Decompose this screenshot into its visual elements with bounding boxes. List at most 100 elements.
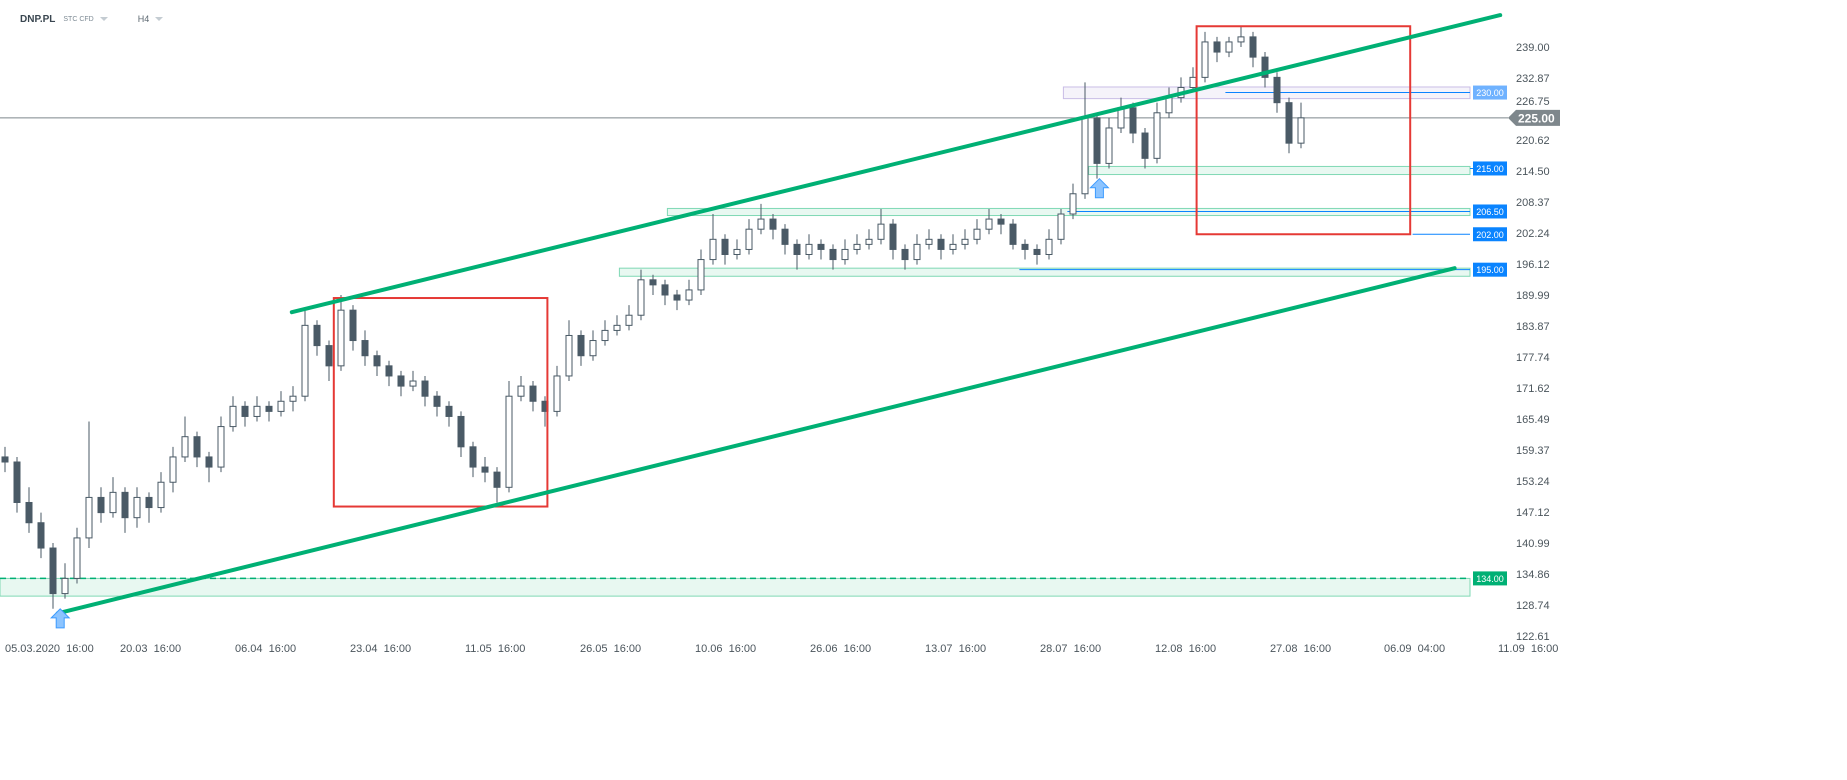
candle	[805, 243, 813, 256]
candle	[85, 496, 93, 539]
candle	[673, 294, 681, 301]
candle	[529, 385, 537, 402]
level-label: 206.50	[1476, 207, 1504, 217]
x-tick-label: 12.08 16:00	[1155, 643, 1216, 655]
candle	[409, 380, 417, 387]
candle	[313, 324, 321, 347]
candle	[1057, 213, 1065, 240]
candle	[1141, 132, 1149, 159]
x-tick-label: 26.05 16:00	[580, 643, 641, 655]
candle	[373, 355, 381, 367]
y-tick-label: 159.37	[1516, 445, 1550, 457]
level-zone-206.50[interactable]	[666, 207, 1471, 217]
level-label-box[interactable]	[1473, 262, 1507, 277]
candle	[793, 243, 801, 256]
level-label-box[interactable]	[1473, 204, 1507, 219]
candle	[757, 218, 765, 230]
candle	[457, 415, 465, 448]
candle	[517, 385, 525, 397]
candle	[145, 496, 153, 509]
candle	[1189, 76, 1197, 88]
x-tick-label: 26.06 16:00	[810, 643, 871, 655]
candle	[829, 248, 837, 261]
timeframe-selector[interactable]: H4	[137, 14, 150, 24]
candle	[1273, 76, 1281, 104]
candle	[325, 345, 333, 367]
level-zone-215.00[interactable]	[1088, 165, 1471, 176]
candle	[193, 436, 201, 458]
candle	[661, 284, 669, 296]
candle	[1297, 117, 1305, 144]
candle	[97, 496, 105, 514]
y-tick-label: 171.62	[1516, 383, 1550, 395]
candle	[589, 340, 597, 357]
candle	[769, 218, 777, 230]
candle	[469, 446, 477, 468]
candle	[277, 400, 285, 412]
y-tick-label: 208.37	[1516, 197, 1550, 209]
trendline[interactable]	[289, 13, 1503, 315]
candle	[901, 248, 909, 261]
x-tick-label: 11.09 16:00	[1498, 643, 1558, 655]
candle	[121, 491, 129, 519]
x-tick-label: 27.08 16:00	[1270, 643, 1331, 655]
candle	[685, 289, 693, 301]
arrow-up-icon	[49, 608, 71, 629]
level-label-box[interactable]	[1473, 85, 1507, 100]
trendline[interactable]	[55, 266, 1457, 616]
x-tick-label: 11.05 16:00	[465, 643, 525, 655]
y-tick-label: 128.74	[1516, 600, 1550, 612]
level-zone-195.00[interactable]	[618, 267, 1471, 277]
candle	[1153, 112, 1161, 159]
level-label: 215.00	[1476, 164, 1504, 174]
candle	[301, 324, 309, 397]
instrument-dropdown-icon[interactable]	[99, 17, 108, 21]
y-tick-label: 202.24	[1516, 228, 1550, 240]
candle	[649, 279, 657, 286]
candle	[421, 380, 429, 397]
arrow-up-icon	[1089, 178, 1110, 199]
x-tick-label: 06.04 16:00	[235, 643, 296, 655]
candle	[745, 228, 753, 250]
candle	[1237, 36, 1245, 43]
chart-header: DNP.PL STC CFD H4	[20, 12, 164, 26]
level-label-box[interactable]	[1473, 161, 1507, 176]
candle	[205, 456, 213, 468]
candle	[625, 314, 633, 326]
candle	[709, 238, 717, 261]
candle	[1213, 41, 1221, 53]
x-tick-label: 20.03 16:00	[120, 643, 181, 655]
candle	[241, 405, 249, 417]
candle	[337, 309, 345, 367]
candle	[481, 466, 489, 473]
highlight-box[interactable]	[1195, 25, 1412, 236]
level-label-box[interactable]	[1473, 227, 1507, 242]
candle	[973, 228, 981, 240]
level-label-box[interactable]	[1473, 571, 1507, 586]
candle	[265, 405, 273, 412]
candle	[565, 334, 573, 377]
candle	[505, 395, 513, 488]
level-label: 230.00	[1476, 88, 1504, 98]
current-price-tag	[1508, 109, 1560, 126]
highlight-box[interactable]	[332, 297, 549, 508]
level-label: 202.00	[1476, 230, 1504, 240]
candle	[1129, 107, 1137, 134]
candle	[697, 259, 705, 291]
timeframe-dropdown-icon[interactable]	[155, 17, 164, 21]
candle	[349, 309, 357, 342]
candle	[133, 496, 141, 519]
level-label: 134.00	[1476, 574, 1504, 584]
candle	[781, 228, 789, 245]
x-tick-label: 05.03.2020 16:00	[5, 643, 94, 655]
candle	[385, 365, 393, 377]
candle	[1045, 238, 1053, 256]
level-zone-134.00[interactable]	[0, 577, 1471, 597]
candle	[1105, 127, 1113, 164]
symbol-name[interactable]: DNP.PL	[20, 13, 56, 25]
candle	[577, 334, 585, 357]
candle	[865, 238, 873, 245]
y-tick-label: 165.49	[1516, 414, 1550, 426]
candle	[1033, 248, 1041, 256]
